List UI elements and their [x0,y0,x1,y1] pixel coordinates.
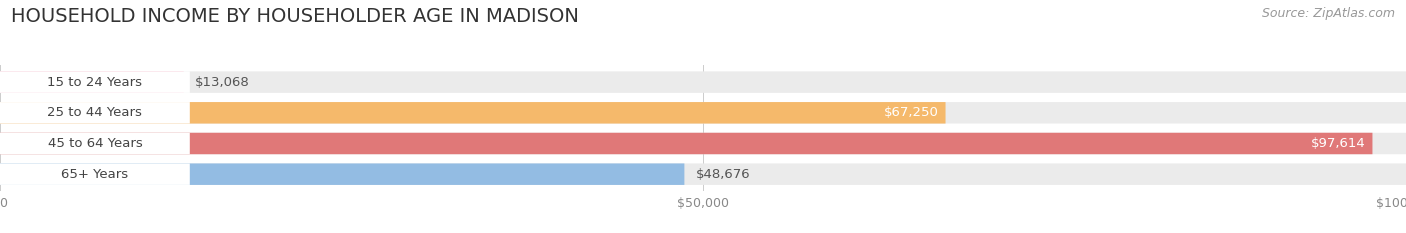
Text: $48,676: $48,676 [696,168,751,181]
FancyBboxPatch shape [0,133,1372,154]
FancyBboxPatch shape [0,163,1406,185]
Text: $97,614: $97,614 [1310,137,1365,150]
FancyBboxPatch shape [0,71,190,93]
Text: 45 to 64 Years: 45 to 64 Years [48,137,142,150]
FancyBboxPatch shape [0,133,190,154]
Text: Source: ZipAtlas.com: Source: ZipAtlas.com [1261,7,1395,20]
Text: 15 to 24 Years: 15 to 24 Years [48,76,142,89]
FancyBboxPatch shape [0,102,946,123]
FancyBboxPatch shape [0,71,1406,93]
FancyBboxPatch shape [0,163,190,185]
Text: 65+ Years: 65+ Years [62,168,128,181]
Text: $67,250: $67,250 [883,106,939,119]
Text: 25 to 44 Years: 25 to 44 Years [48,106,142,119]
Text: HOUSEHOLD INCOME BY HOUSEHOLDER AGE IN MADISON: HOUSEHOLD INCOME BY HOUSEHOLDER AGE IN M… [11,7,579,26]
Text: $13,068: $13,068 [195,76,250,89]
FancyBboxPatch shape [0,71,184,93]
FancyBboxPatch shape [0,163,685,185]
FancyBboxPatch shape [0,102,1406,123]
FancyBboxPatch shape [0,133,1406,154]
FancyBboxPatch shape [0,102,190,123]
